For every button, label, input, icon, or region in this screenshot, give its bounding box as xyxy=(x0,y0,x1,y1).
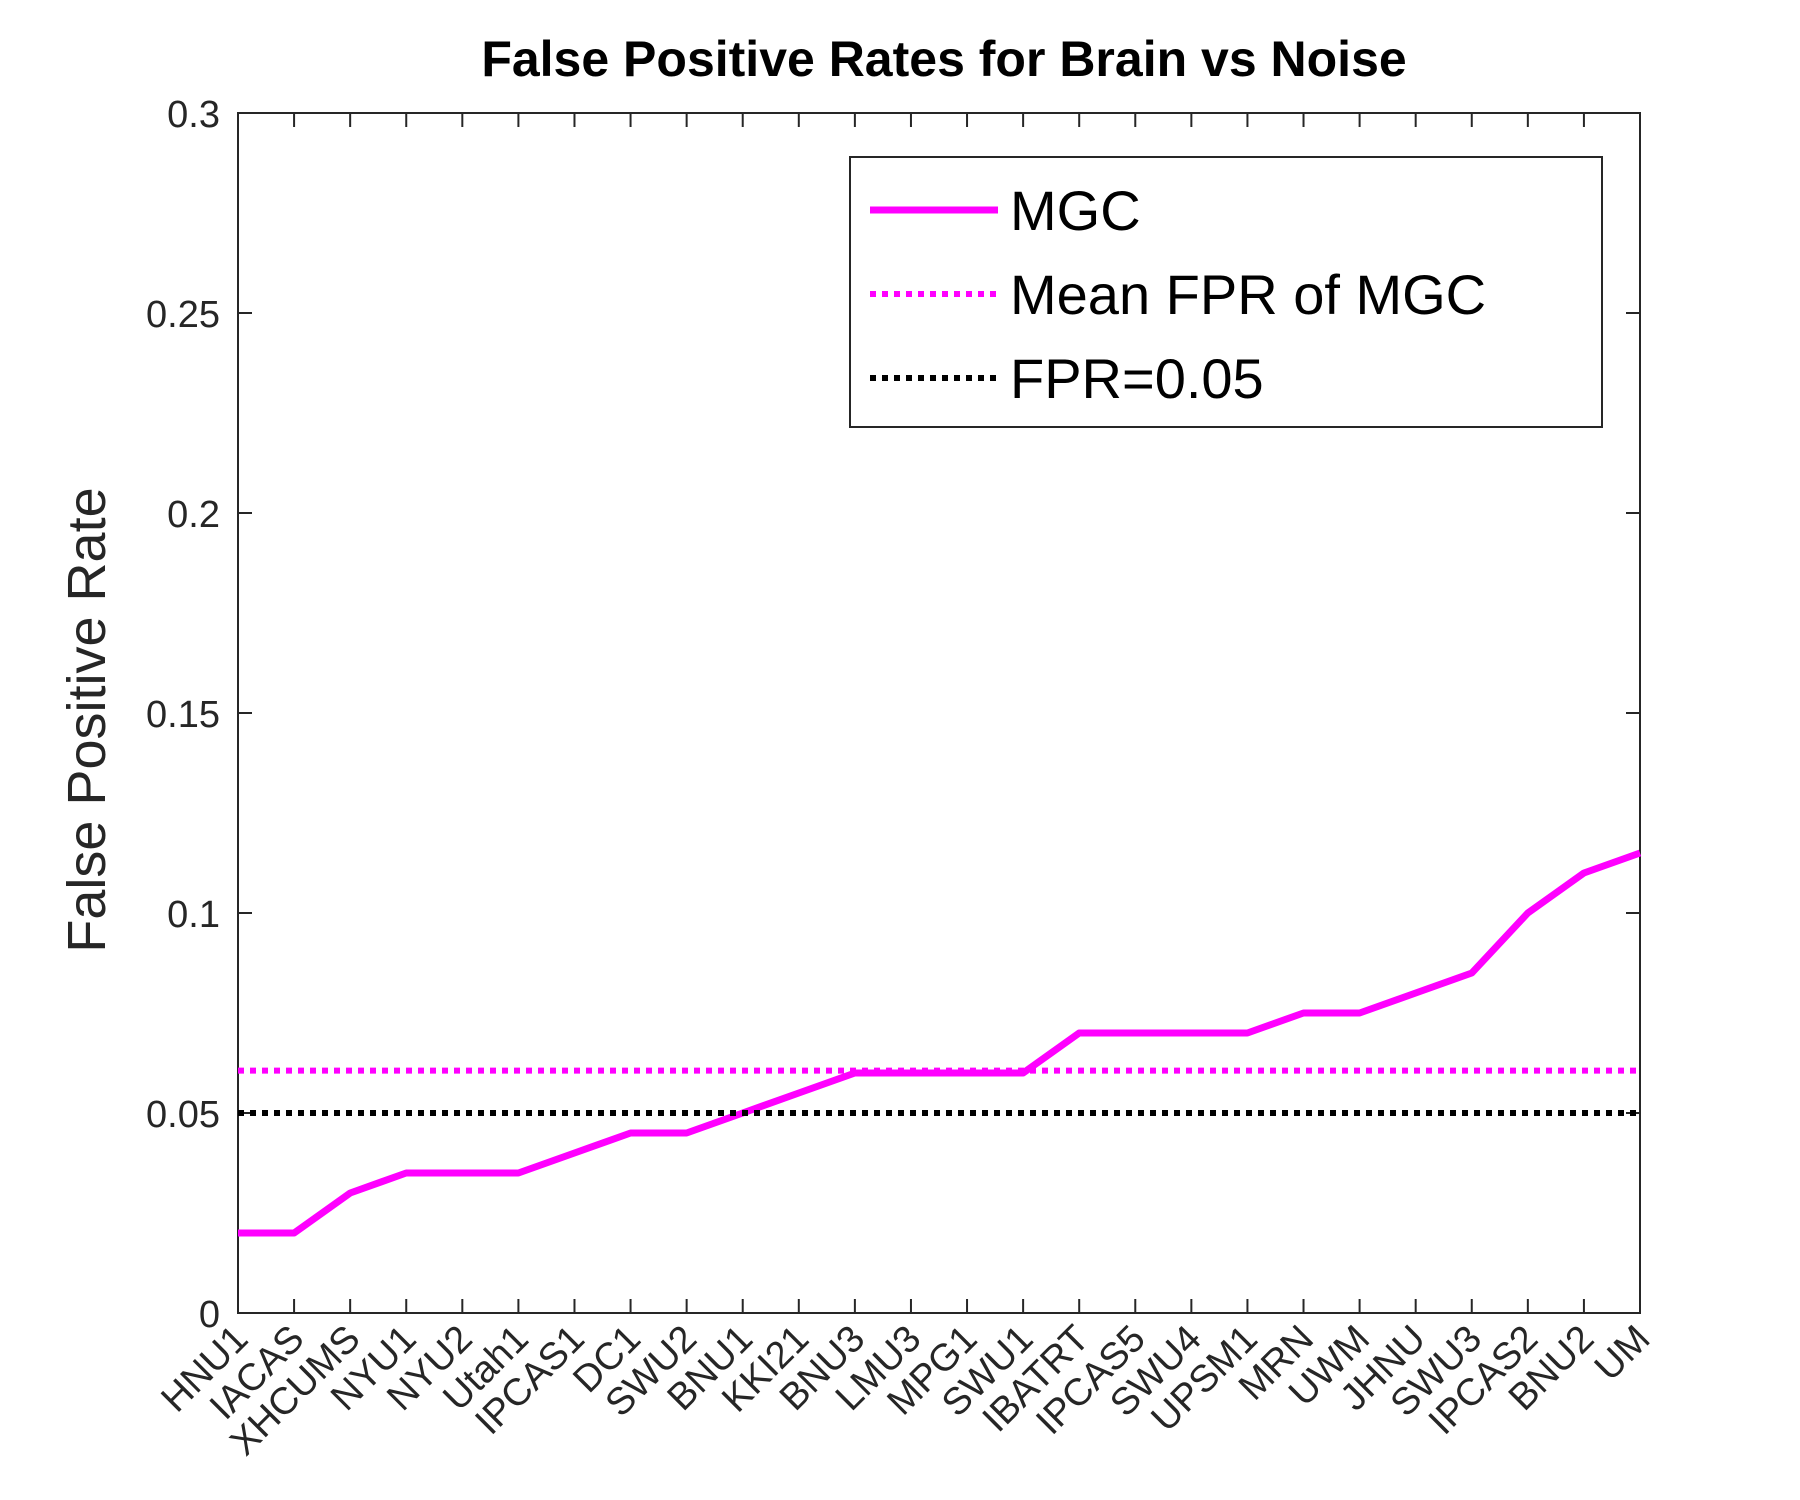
y-tick-label: 0 xyxy=(199,1294,220,1336)
y-tick-label: 0.1 xyxy=(167,894,220,936)
legend-box xyxy=(849,156,1603,428)
chart-title: False Positive Rates for Brain vs Noise xyxy=(481,31,1406,87)
x-tick-label: UM xyxy=(1587,1318,1658,1389)
legend-label-mean-fpr-of-mgc: Mean FPR of MGC xyxy=(1010,263,1486,326)
y-tick-label: 0.15 xyxy=(146,694,220,736)
legend: MGC Mean FPR of MGC FPR=0.05 xyxy=(849,156,1603,428)
y-axis-label: False Positive Rate xyxy=(57,487,117,952)
legend-label-mgc: MGC xyxy=(1010,179,1141,242)
y-tick-label: 0.3 xyxy=(167,94,220,136)
legend-label-fpr-0-05: FPR=0.05 xyxy=(1010,347,1264,410)
y-tick-label: 0.05 xyxy=(146,1094,220,1136)
y-tick-label: 0.25 xyxy=(146,294,220,336)
series-line-mgc xyxy=(238,849,1642,1237)
y-tick-label: 0.2 xyxy=(167,494,220,536)
